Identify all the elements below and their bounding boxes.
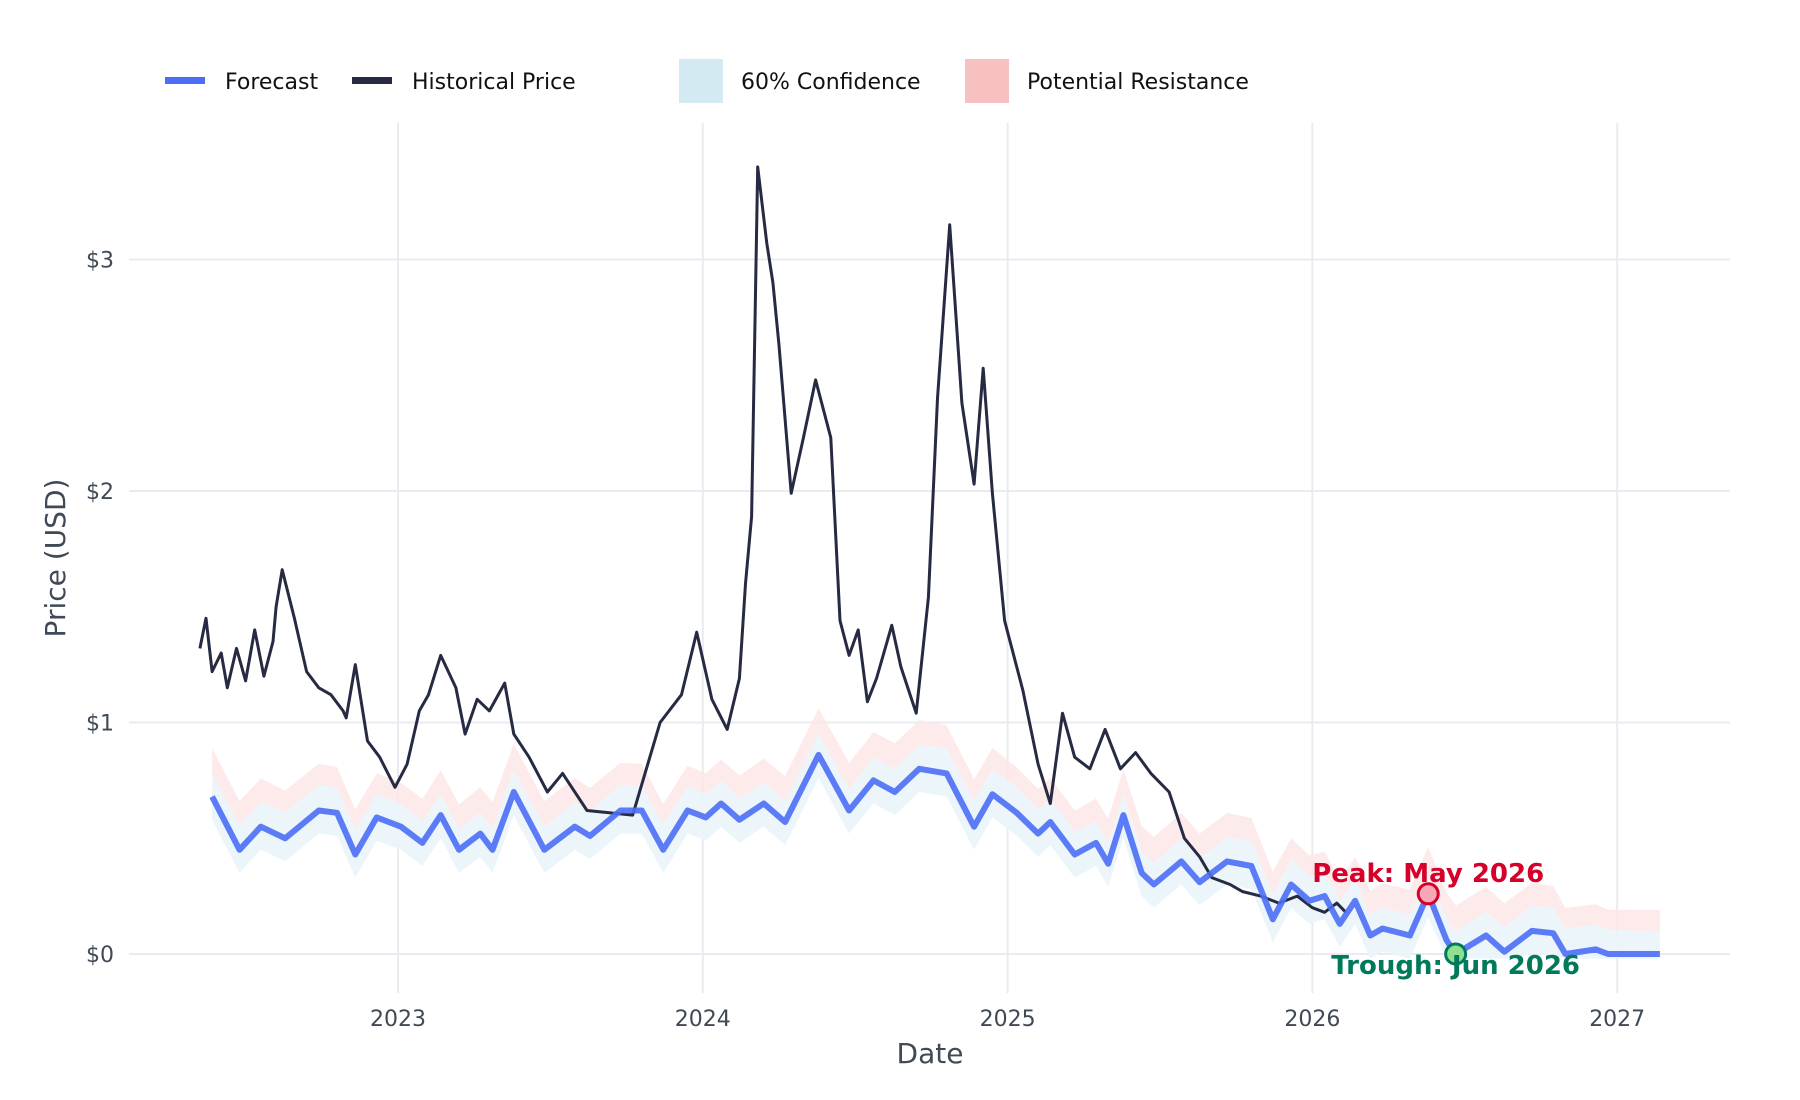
- x-tick-label: 2027: [1589, 1007, 1645, 1032]
- x-axis-title: Date: [897, 1037, 964, 1070]
- confidence-band: [212, 733, 1660, 959]
- annotations: Peak: May 2026 Trough: Jun 2026: [1312, 859, 1580, 981]
- legend-historical-swatch: [352, 77, 392, 84]
- x-tick-label: 2025: [980, 1007, 1036, 1032]
- legend-forecast-label: Forecast: [225, 70, 318, 95]
- peak-marker: [1416, 882, 1440, 906]
- trough-marker: [1444, 942, 1468, 966]
- bands: [212, 708, 1660, 959]
- tick-labels: $0 $1 $2 $3 2023 2024 2025 2026 2027: [86, 249, 1645, 1033]
- y-tick-label: $2: [86, 480, 114, 505]
- legend-resistance-label: Potential Resistance: [1027, 70, 1249, 95]
- trough-label: Trough: Jun 2026: [1331, 951, 1580, 981]
- y-tick-label: $0: [86, 943, 114, 968]
- historical-price-line: [198, 165, 1347, 914]
- y-axis-title: Price (USD): [39, 479, 72, 638]
- y-tick-label: $3: [86, 249, 114, 274]
- x-tick-label: 2023: [370, 1007, 426, 1032]
- x-tick-label: 2024: [675, 1007, 731, 1032]
- forecast-line: [209, 751, 1660, 957]
- legend-resistance-swatch: [965, 59, 1009, 103]
- y-tick-label: $1: [86, 712, 114, 737]
- legend-confidence-swatch: [679, 59, 723, 103]
- legend-historical-label: Historical Price: [412, 70, 576, 95]
- x-tick-label: 2026: [1284, 1007, 1340, 1032]
- resistance-band: [212, 708, 1660, 932]
- legend: Forecast Historical Price 60% Confidence…: [165, 59, 1249, 103]
- legend-confidence-label: 60% Confidence: [741, 70, 921, 95]
- legend-forecast-swatch: [165, 77, 205, 84]
- peak-label: Peak: May 2026: [1312, 859, 1544, 889]
- series-lines: [198, 165, 1660, 957]
